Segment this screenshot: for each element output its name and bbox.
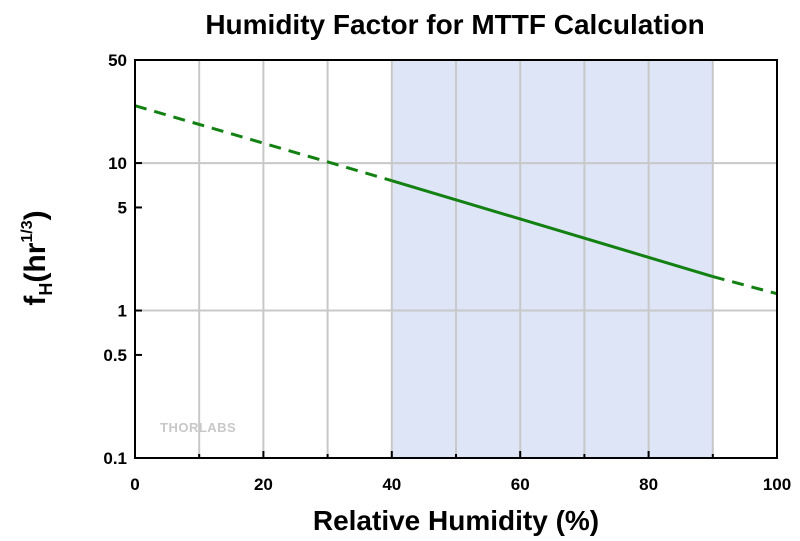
series-line: [391, 179, 714, 278]
y-tick-label: 10: [108, 154, 127, 173]
y-axis-label-unit-open: (hr: [19, 242, 52, 282]
y-tick-label: 50: [108, 51, 127, 70]
x-axis-label: Relative Humidity (%): [313, 505, 599, 536]
series-line: [134, 104, 393, 183]
x-tick-label: 80: [639, 475, 658, 494]
thorlabs-logo: THORLABS: [160, 420, 236, 435]
x-tick-label: 40: [382, 475, 401, 494]
x-tick-label: 60: [511, 475, 530, 494]
shaded-region: [391, 60, 713, 458]
tick-layer: [134, 59, 778, 459]
y-axis-label-unit-close: ): [19, 210, 52, 220]
shade-layer: [391, 60, 713, 458]
y-tick-label: 0.1: [103, 449, 127, 468]
y-axis-label-subscript: H: [36, 283, 56, 296]
chart-title: Humidity Factor for MTTF Calculation: [205, 9, 704, 40]
grid-layer: [135, 60, 777, 458]
y-axis-label-base: f: [19, 295, 52, 306]
label-layer: 0 20 40 60 80 100 0.1 0.5 1 5 10 50: [103, 51, 791, 494]
y-axis-label-superscript: 1/3: [19, 220, 36, 242]
y-tick-label: 0.5: [103, 346, 127, 365]
x-tick-label: 100: [763, 475, 791, 494]
y-axis-label: fH(hr1/3): [19, 210, 56, 305]
series-layer: [134, 104, 778, 296]
y-tick-label: 5: [118, 198, 127, 217]
series-line: [712, 275, 778, 296]
x-tick-label: 0: [130, 475, 139, 494]
y-tick-label: 1: [118, 302, 127, 321]
x-tick-label: 20: [254, 475, 273, 494]
